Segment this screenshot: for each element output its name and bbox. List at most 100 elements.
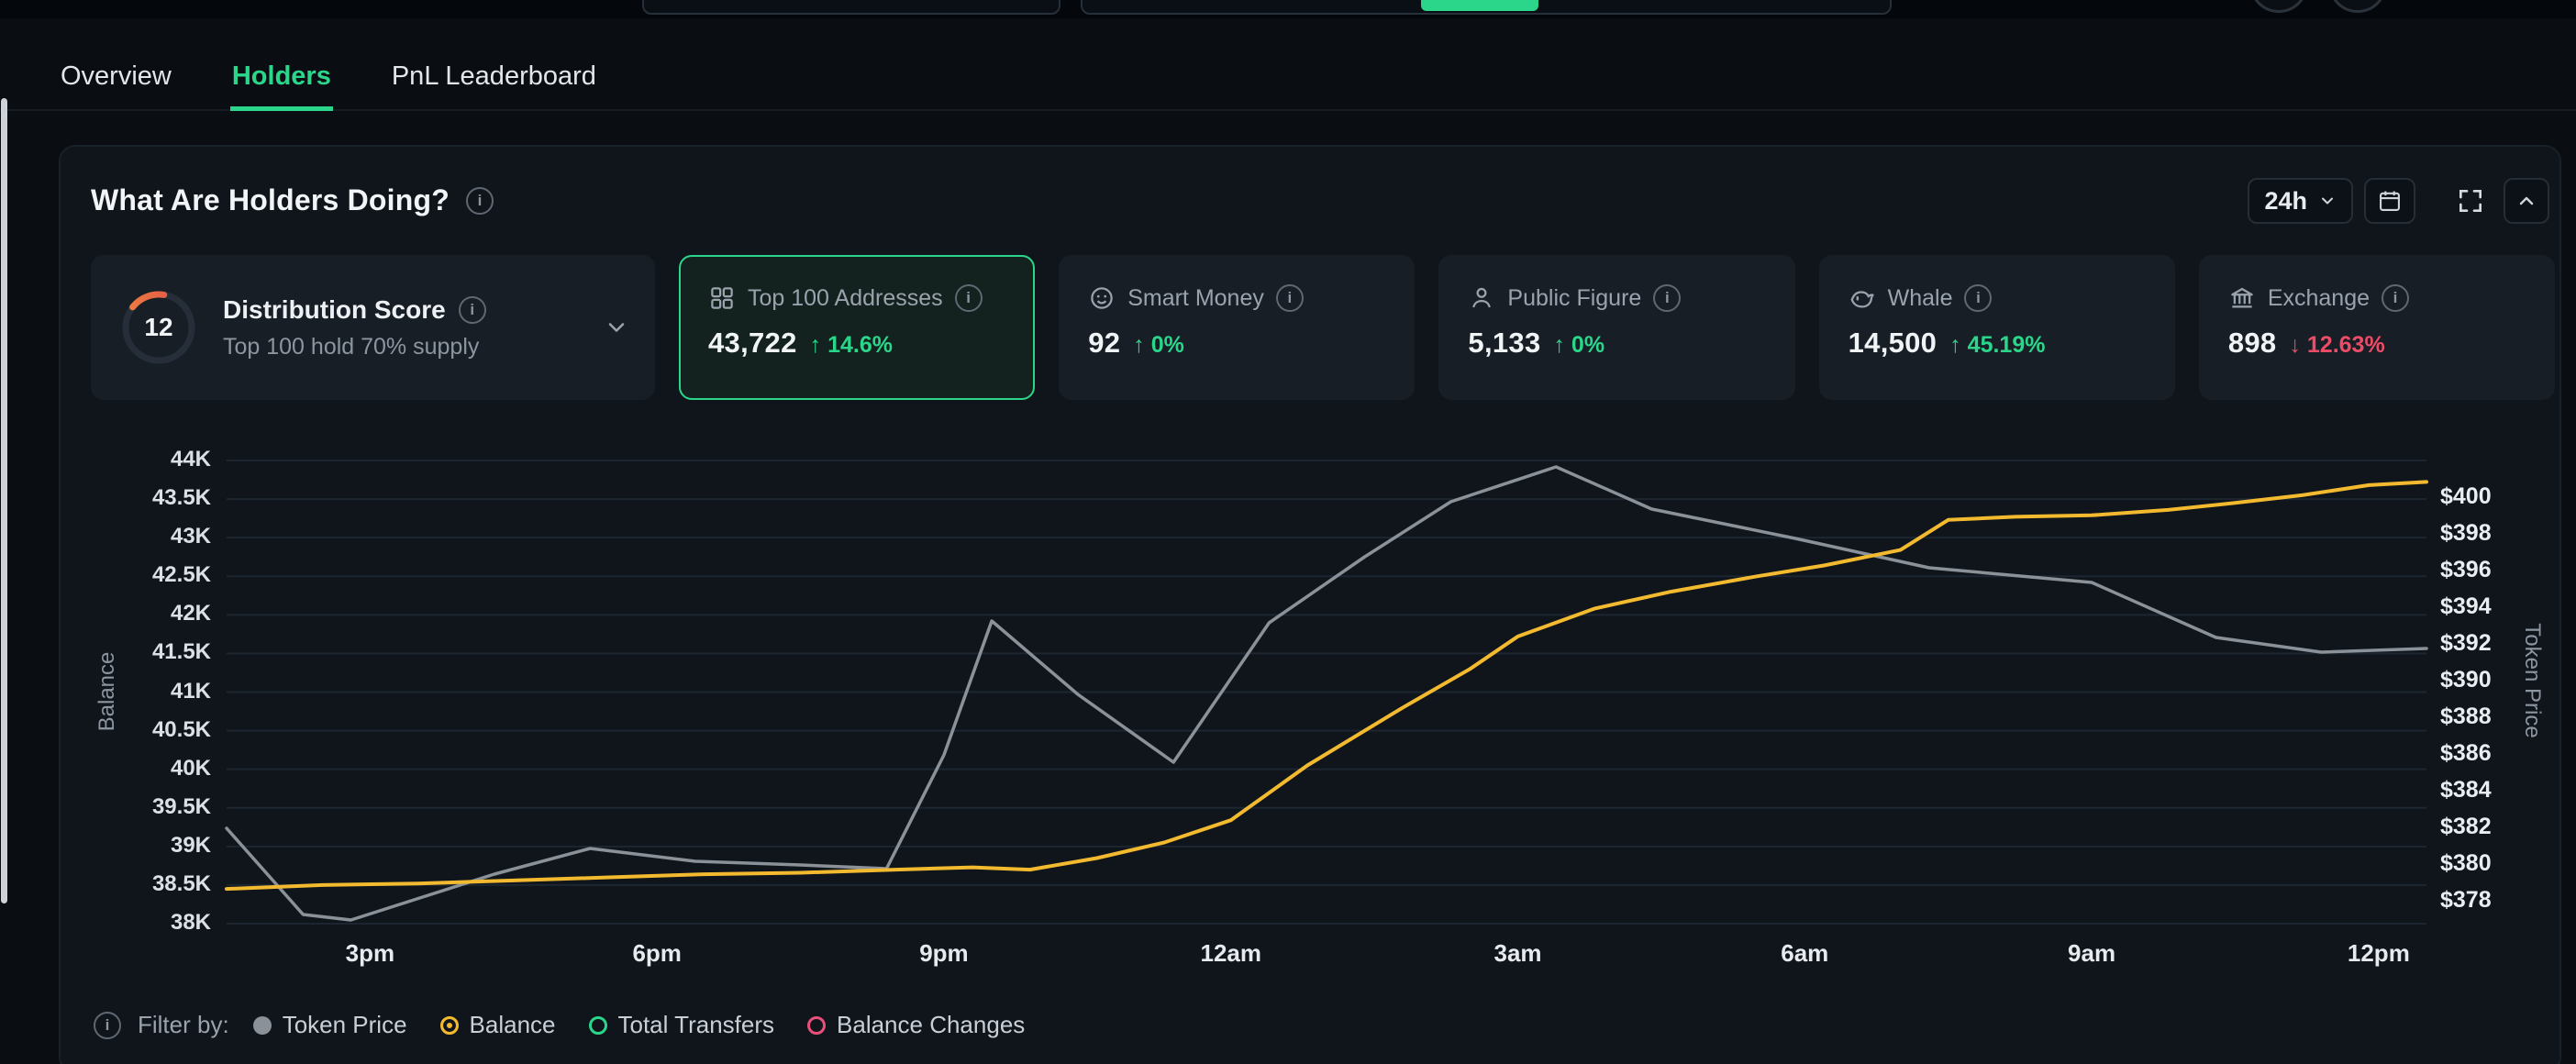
legend-balance-changes[interactable]: Balance Changes [807,1011,1025,1039]
series-balance [225,480,2428,892]
tab-overview[interactable]: Overview [61,61,172,91]
timeframe-select[interactable]: 24h [2248,178,2353,224]
x-axis-tick: 12am [1200,939,1261,967]
y-axis-tick-right: $380 [2440,850,2492,876]
tab-pnl-leaderboard[interactable]: PnL Leaderboard [391,61,596,91]
x-axis-tick: 6am [1781,939,1829,967]
distribution-score-card[interactable]: 12 Distribution Score Top 100 hold 70% s… [91,255,655,400]
legend-label: Token Price [282,1011,407,1038]
y-axis-tick-left: 41K [170,678,211,704]
stat-value: 5,133 [1468,327,1541,359]
y-axis-tick-left: 44K [170,447,211,471]
left-scrollbar-thumb[interactable] [1,98,7,903]
x-axis-tick: 9am [2068,939,2116,967]
stat-change: ↑ 14.6% [809,332,893,358]
y-axis-tick-right: $382 [2440,814,2492,839]
legend-swatch [588,1015,607,1035]
y-axis-tick-right: $378 [2440,887,2492,913]
stat-label: Exchange [2267,284,2371,311]
chevron-up-icon [2515,190,2537,212]
stat-value: 898 [2227,327,2277,359]
x-axis-tick: 6pm [632,939,682,967]
panel-controls: 24h [2248,178,2549,224]
panel-title: What Are Holders Doing? [91,183,450,216]
stat-change: ↑ 45.19% [1949,332,2046,358]
y-axis-tick-left: 38K [170,910,211,935]
what-are-holders-doing-panel: What Are Holders Doing? 24h [59,145,2561,1064]
collapse-button[interactable] [2504,178,2549,224]
legend-swatch [252,1015,272,1035]
y-axis-tick-left: 40.5K [151,716,211,742]
y-axis-tick-right: $392 [2440,630,2492,656]
y-axis-tick-right: $396 [2440,557,2492,582]
distribution-score-gauge: 12 [118,287,199,368]
tab-holders[interactable]: Holders [229,46,333,111]
panel-header: What Are Holders Doing? [91,183,494,217]
y-axis-tick-left: 39.5K [151,793,211,819]
legend-swatch [807,1015,827,1035]
coin-face-icon [1088,284,1116,312]
y-axis-tick-left: 40K [170,755,211,781]
calendar-icon [2377,188,2403,214]
series-token-price [225,465,2428,922]
chart-filter-legend: Filter by: Token Price Balance Total Trans… [94,1011,1025,1039]
legend-balance[interactable]: Balance [439,1011,556,1039]
legend-label: Balance [469,1011,556,1038]
info-icon[interactable] [458,295,486,324]
whale-icon [1849,284,1876,312]
fullscreen-button[interactable] [2448,179,2493,223]
info-icon[interactable] [1653,284,1682,312]
y-axis-tick-right: $386 [2440,740,2492,766]
fullscreen-icon [2456,186,2485,216]
y-axis-tick-left: 39K [170,832,211,858]
stat-label: Public Figure [1507,284,1642,311]
info-icon[interactable] [94,1011,121,1039]
x-axis-tick: 12pm [2347,939,2410,967]
info-icon[interactable] [1964,284,1993,312]
y-axis-tick-right: $390 [2440,667,2492,693]
info-icon[interactable] [954,284,983,312]
stat-change: ↑ 0% [1133,332,1184,358]
stat-card-smart-money[interactable]: Smart Money92 ↑ 0% [1059,255,1416,400]
legend-token-price[interactable]: Token Price [252,1011,407,1039]
primary-button-fragment[interactable] [1421,0,1538,11]
y-axis-tick-left: 43.5K [151,485,211,511]
info-icon[interactable] [2382,284,2410,312]
stat-label: Whale [1887,284,1953,311]
stat-change: ↑ 0% [1553,332,1605,358]
y-axis-tick-left: 38.5K [151,870,211,896]
stat-card-top-100-addresses[interactable]: Top 100 Addresses 43,722 ↑ 14.6% [679,255,1036,400]
distribution-score-subtitle: Top 100 hold 70% supply [223,333,480,360]
stat-card-whale[interactable]: Whale 14,500 ↑ 45.19% [1818,255,2175,400]
stat-card-exchange[interactable]: Exchange 898 ↓ 12.63% [2198,255,2556,400]
stat-label: Smart Money [1127,284,1264,311]
distribution-score-text: Distribution Score Top 100 hold 70% supp… [223,295,486,360]
y-axis-tick-right: $400 [2440,483,2492,509]
info-icon[interactable] [1275,284,1304,312]
y-axis-tick-left: 42K [170,601,211,626]
tab-list: Overview Holders PnL Leaderboard [59,46,598,111]
stat-value: 43,722 [708,327,797,359]
bank-icon [2228,284,2256,312]
y-axis-title-token-price: Token Price [2520,623,2545,738]
info-icon[interactable] [465,186,494,215]
person-icon [1468,284,1495,312]
stat-value: 14,500 [1848,327,1938,359]
legend-swatch [439,1015,459,1035]
calendar-button[interactable] [2364,178,2415,224]
y-axis-tick-left: 42.5K [151,562,211,588]
y-axis-tick-left: 41.5K [151,639,211,665]
x-axis-tick: 9pm [919,939,969,967]
y-axis-tick-right: $394 [2440,593,2492,619]
chevron-down-icon[interactable] [604,315,629,340]
x-axis-tick: 3am [1493,939,1542,967]
legend-total-transfers[interactable]: Total Transfers [588,1011,774,1039]
timeframe-value: 24h [2264,186,2307,215]
y-axis-tick-left: 43K [170,524,211,549]
search-input-fragment[interactable] [642,0,1060,15]
stat-card-public-figure[interactable]: Public Figure 5,133 ↑ 0% [1438,255,1795,400]
filter-by-label: Filter by: [138,1011,229,1038]
y-axis-tick-right: $384 [2440,777,2492,803]
y-axis-tick-right: $388 [2440,704,2492,729]
